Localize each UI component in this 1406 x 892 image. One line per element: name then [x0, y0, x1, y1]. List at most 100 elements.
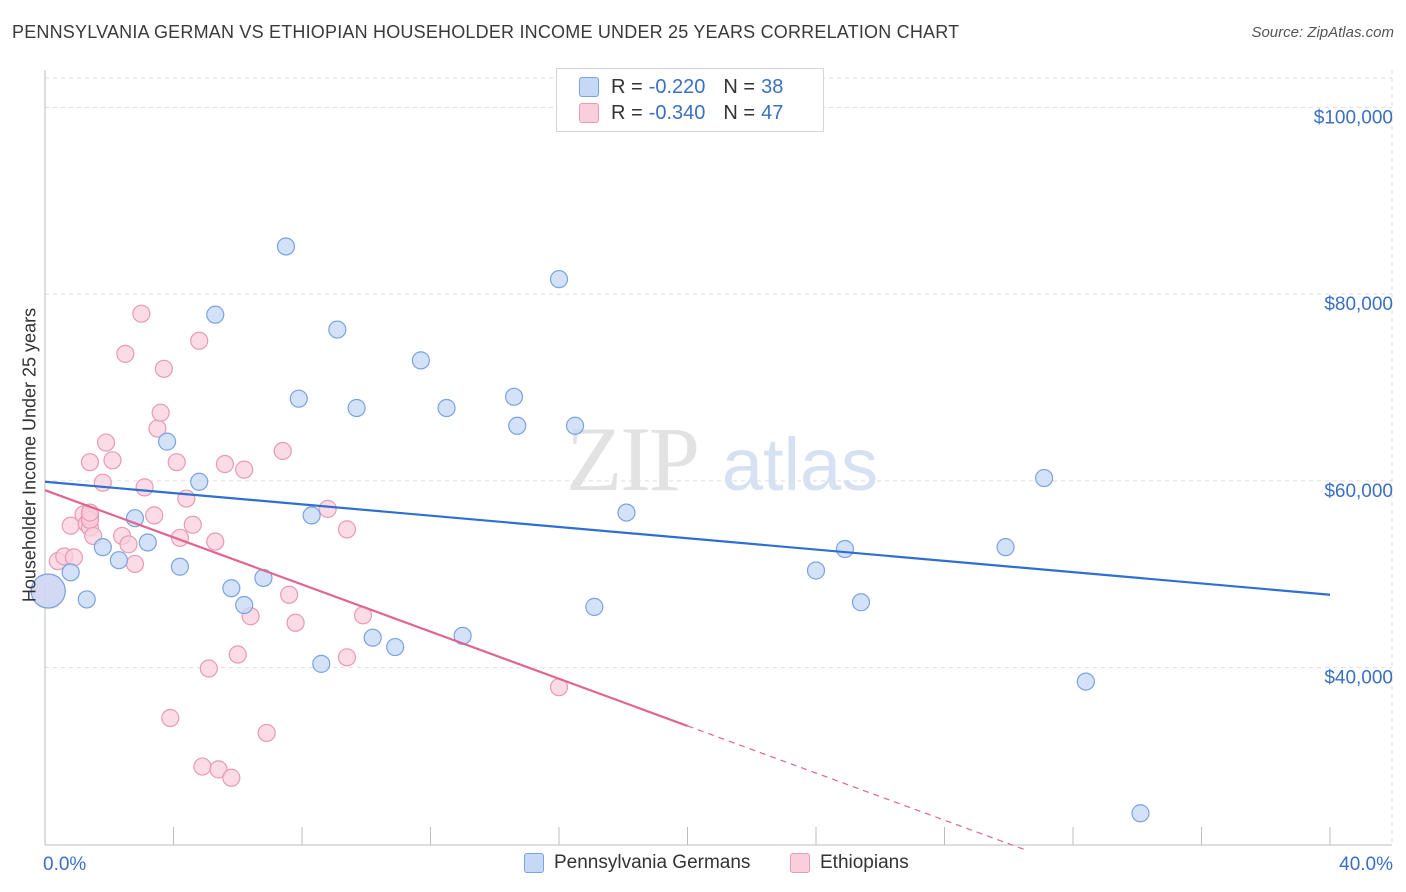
pennsylvania-german-point	[1131, 804, 1150, 823]
watermark-atlas: atlas	[722, 423, 878, 506]
ethiopian-point	[190, 331, 209, 350]
pennsylvania-german-point	[235, 595, 254, 615]
pennsylvania-german-point	[61, 563, 80, 582]
ethiopian-point	[151, 403, 170, 422]
data-points	[30, 237, 1150, 823]
ethiopian-point	[273, 441, 292, 461]
y-axis-title: Householder Income Under 25 years	[19, 307, 40, 603]
pennsylvania-german-point	[851, 593, 871, 612]
n-label: N =	[723, 101, 756, 124]
pennsylvania-german-point	[93, 538, 112, 557]
pennsylvania-german-point	[276, 237, 296, 256]
ethiopian-point	[96, 433, 116, 452]
pennsylvania-german-point	[222, 579, 241, 598]
ethiopian-point	[132, 304, 151, 323]
pennsylvania-german-point	[347, 398, 366, 418]
watermark-zip: ZIP	[566, 408, 698, 510]
pennsylvania-german-point	[1076, 672, 1095, 691]
x-tick-label-min: 0.0%	[43, 854, 86, 875]
ethiopian-point	[280, 585, 299, 604]
pennsylvania-german-point	[77, 590, 96, 609]
pennsylvania-german-point	[206, 305, 225, 324]
n-value: 47	[761, 101, 784, 124]
legend-row-pennsylvania-germans: R = -0.220 N = 38	[579, 74, 783, 100]
pennsylvania-german-point	[437, 398, 456, 418]
legend-label: Ethiopians	[820, 852, 909, 873]
source-label: Source: ZipAtlas.com	[1251, 24, 1394, 41]
r-value: -0.340	[648, 101, 706, 124]
ethiopian-point	[125, 554, 145, 574]
pink-swatch	[579, 103, 599, 123]
pennsylvania-german-point	[109, 551, 128, 570]
ethiopian-point	[167, 453, 186, 472]
y-tick-label: $80,000	[1324, 294, 1393, 315]
ethiopian-point	[154, 359, 173, 378]
pennsylvania-german-point	[363, 628, 382, 647]
pennsylvania-german-point	[508, 416, 527, 435]
pink-swatch	[790, 853, 810, 873]
watermark: ZIP atlas	[566, 408, 878, 510]
ethiopian-point	[235, 460, 254, 479]
legend-item-ethiopians: Ethiopians	[790, 852, 909, 874]
pennsylvania-german-point	[835, 539, 855, 559]
y-tick-label: $40,000	[1324, 668, 1393, 689]
pennsylvania-german-point	[996, 538, 1015, 557]
ethiopian-point	[145, 506, 164, 525]
legend-item-pennsylvania-germans: Pennsylvania Germans	[524, 852, 750, 874]
pennsylvania-german-point	[386, 637, 405, 657]
r-value: -0.220	[648, 75, 706, 98]
blue-swatch	[579, 77, 599, 97]
trend-lines	[44, 480, 1331, 851]
pennsylvania-german-point	[30, 573, 66, 609]
blue-swatch	[524, 853, 544, 873]
ethiopian-point	[257, 723, 276, 743]
pennsylvania-german-point	[312, 654, 331, 673]
ethiopian-point	[161, 708, 180, 728]
legend-label: Pennsylvania Germans	[554, 852, 751, 873]
ethiopian-point	[103, 451, 122, 470]
pennsylvania-german-point	[328, 320, 347, 339]
pennsylvania-german-point	[549, 270, 569, 289]
pennsylvania-german-point	[565, 416, 585, 435]
correlation-legend: R = -0.220 N = 38 R = -0.340 N = 47	[556, 68, 824, 132]
y-tick-label: $100,000	[1314, 107, 1393, 128]
gridlines	[45, 70, 1393, 845]
ethiopian-point	[286, 613, 305, 632]
pennsylvania-german-point	[806, 561, 826, 580]
ethiopian-point	[119, 535, 138, 554]
pennsylvania-german-point	[157, 432, 177, 451]
pennsylvania-german-point	[504, 387, 524, 406]
legend-row-ethiopians: R = -0.340 N = 47	[579, 100, 783, 126]
ethiopian-point	[337, 648, 357, 667]
axes	[44, 70, 1392, 846]
pennsylvania-german-point	[617, 503, 636, 522]
ethiopian-trendline	[44, 489, 688, 727]
pennsylvania-german-point	[190, 472, 209, 491]
ethiopian-point	[337, 520, 357, 539]
pennsylvania-german-point	[170, 557, 190, 576]
ethiopian-point	[215, 454, 234, 474]
pennsylvania-german-point	[138, 533, 157, 552]
y-tick-label: $60,000	[1324, 481, 1393, 502]
ethiopian-point	[209, 760, 228, 779]
r-label: R =	[611, 101, 643, 124]
ethiopian-point	[64, 548, 84, 567]
ethiopian-point	[80, 453, 100, 472]
ethiopian-point	[222, 768, 241, 787]
pennsylvania-german-point	[289, 389, 308, 408]
axis-labels: $40,000 $60,000 $80,000 $100,000 0.0% 40.0%	[43, 107, 1393, 875]
ethiopian-point	[93, 473, 112, 492]
ethiopian-point	[318, 499, 337, 518]
x-tick-label-max: 40.0%	[1339, 854, 1393, 875]
pennsylvania-german-point	[302, 506, 321, 525]
ethiopian-point	[135, 478, 154, 497]
pennsylvania-german-point	[1034, 468, 1054, 488]
ethiopian-point	[206, 532, 225, 551]
ethiopian-point	[193, 757, 212, 776]
pennsylvania-german-trendline	[44, 480, 1331, 596]
n-label: N =	[723, 75, 756, 98]
pennsylvania-german-point	[411, 351, 430, 370]
ethiopian-point	[116, 344, 135, 363]
n-value: 38	[761, 75, 784, 98]
